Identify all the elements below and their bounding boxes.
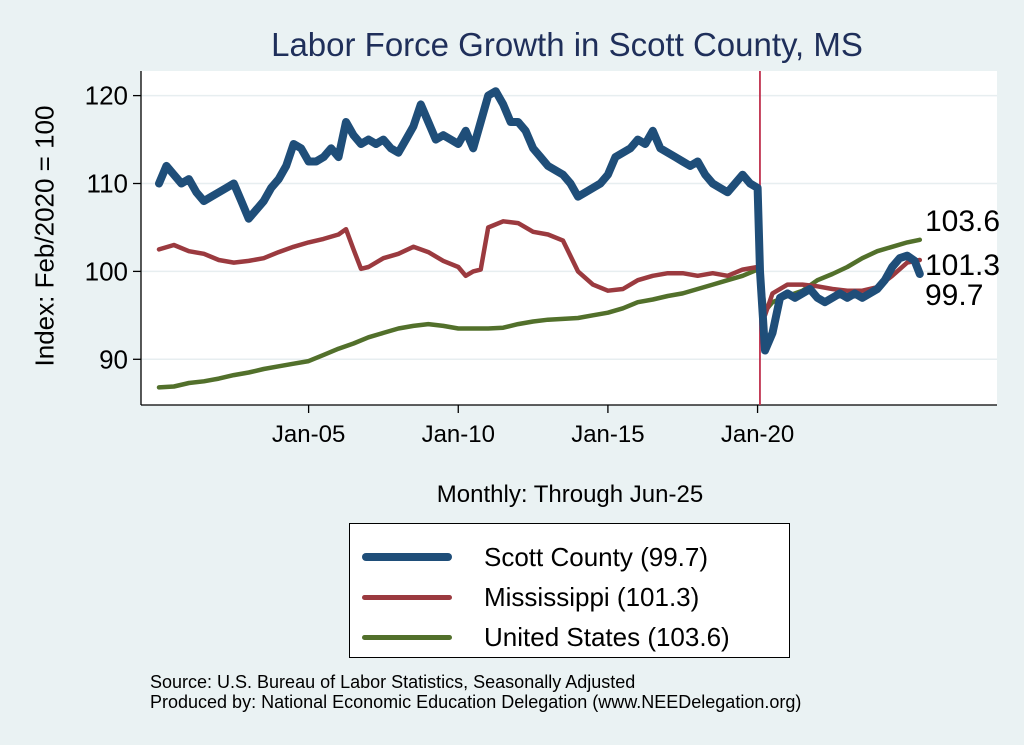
- legend-label: United States (103.6): [484, 621, 730, 652]
- source-line: Source: U.S. Bureau of Labor Statistics,…: [150, 672, 636, 692]
- y-tick-label: 120: [85, 81, 128, 111]
- series-line-scott-county: [155, 87, 924, 355]
- produced-by-line: Produced by: National Economic Education…: [150, 692, 802, 712]
- legend-swatch: [362, 634, 452, 640]
- legend-swatch: [362, 553, 452, 561]
- end-value-label: 103.6: [925, 205, 1000, 238]
- legend-item-united-states: United States (103.6): [362, 617, 730, 657]
- series-line-mississippi: [156, 219, 923, 318]
- y-tick-label: 100: [85, 256, 128, 286]
- legend-swatch: [362, 594, 452, 600]
- legend-item-scott-county: Scott County (99.7): [362, 537, 708, 577]
- source-note: Source: U.S. Bureau of Labor Statistics,…: [150, 672, 801, 712]
- legend-label: Mississippi (101.3): [484, 581, 700, 612]
- y-tick-label: 110: [87, 169, 128, 199]
- plot-area: [141, 71, 997, 405]
- chart-legend: Scott County (99.7) Mississippi (101.3) …: [349, 523, 790, 658]
- x-tick-label: Jan-20: [721, 421, 794, 448]
- x-tick-label: Jan-05: [272, 421, 345, 448]
- legend-label: Scott County (99.7): [484, 541, 708, 572]
- y-tick-label: 90: [99, 344, 128, 374]
- x-tick-label: Jan-15: [571, 421, 644, 448]
- end-value-label: 99.7: [925, 279, 983, 312]
- y-axis-label: Index: Feb/2020 = 100: [29, 105, 60, 367]
- end-value-label: 101.3: [925, 249, 1000, 282]
- legend-item-mississippi: Mississippi (101.3): [362, 577, 699, 617]
- x-tick-label: Jan-10: [422, 421, 495, 448]
- chart-title: Labor Force Growth in Scott County, MS: [271, 26, 863, 63]
- x-axis-label: Monthly: Through Jun-25: [436, 481, 704, 508]
